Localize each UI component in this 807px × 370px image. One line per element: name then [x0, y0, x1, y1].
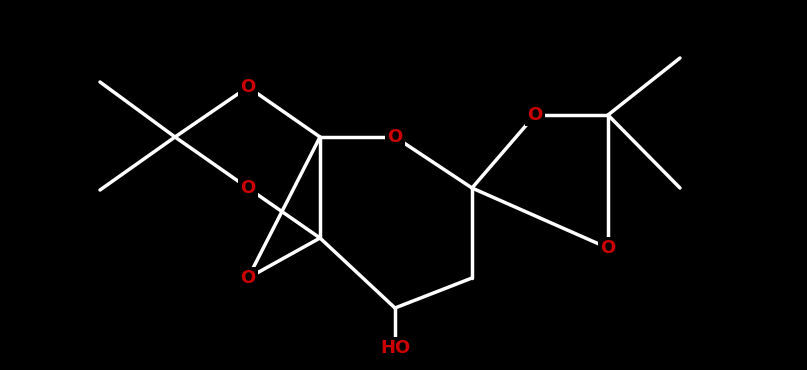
Text: O: O	[528, 106, 542, 124]
Text: O: O	[600, 239, 616, 257]
Text: O: O	[240, 269, 256, 287]
Text: O: O	[387, 128, 403, 146]
Text: O: O	[240, 179, 256, 197]
Text: HO: HO	[380, 339, 410, 357]
Text: O: O	[240, 78, 256, 96]
